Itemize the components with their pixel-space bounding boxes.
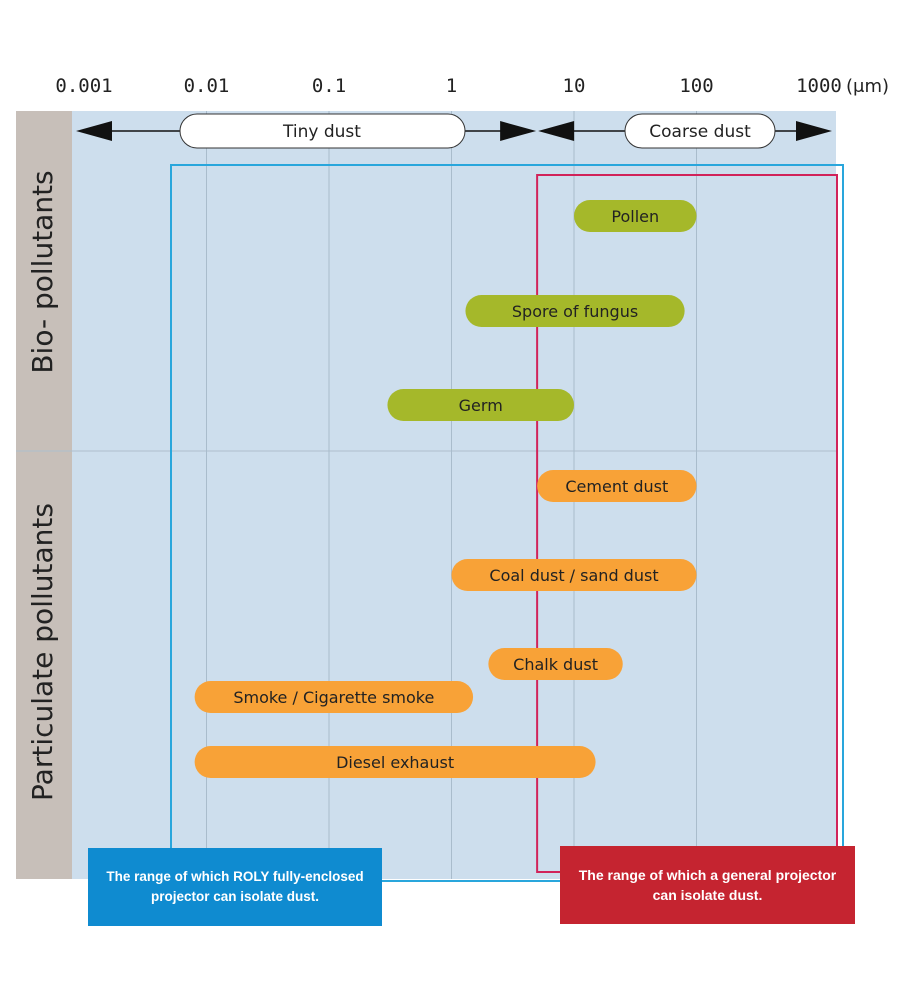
boundary-arrowhead-left <box>500 121 537 141</box>
bar-label: Chalk dust <box>513 655 598 674</box>
bar-label: Smoke / Cigarette smoke <box>233 688 434 707</box>
bar-chalk-dust <box>488 648 623 680</box>
bar-label: Cement dust <box>565 477 668 496</box>
group-label: Bio- pollutants <box>26 170 59 373</box>
boundary-arrowhead-right <box>538 121 575 141</box>
x-tick-label: 10 <box>563 75 586 97</box>
x-tick-label: 0.001 <box>55 75 112 97</box>
x-axis-ticks: 0.001 0.01 0.1 1 10 100 1000 (μm) <box>55 75 889 97</box>
group-label: Particulate pollutants <box>26 503 59 801</box>
bar-diesel-exhaust <box>194 746 596 778</box>
tiny-dust-pill <box>179 113 466 149</box>
bar-label: Coal dust / sand dust <box>489 566 658 585</box>
x-tick-label: 1000 <box>796 75 842 97</box>
x-tick-label: 0.01 <box>184 75 230 97</box>
left-arrowhead <box>76 121 112 141</box>
bar-germ <box>387 389 574 421</box>
bar-label: Spore of fungus <box>512 302 638 321</box>
x-tick-label: 100 <box>679 75 713 97</box>
bar-spore-of-fungus <box>465 295 685 327</box>
tiny-dust-label: Tiny dust <box>282 122 361 142</box>
bar-label: Germ <box>459 396 503 415</box>
x-unit-label: (μm) <box>846 76 889 97</box>
right-arrowhead <box>796 121 832 141</box>
bar-pollen <box>574 200 697 232</box>
roly-range-note: The range of which ROLY fully-enclosed p… <box>88 848 382 926</box>
general-range-note: The range of which a general projector c… <box>560 846 855 924</box>
bar-label: Diesel exhaust <box>336 753 454 772</box>
coarse-dust-pill <box>624 113 776 149</box>
bar-coal-dust-sand-dust <box>451 559 697 591</box>
bar-smoke-cigarette-smoke <box>194 681 474 713</box>
pollutant-bars: Pollen Spore of fungus Germ Cement dust Coal… <box>194 200 697 778</box>
x-tick-label: 0.1 <box>312 75 346 97</box>
group-labels: Bio- pollutants Particulate pollutants <box>26 170 59 801</box>
dust-size-ranges: Tiny dust Coarse dust <box>76 113 832 149</box>
bar-cement-dust <box>537 470 697 502</box>
roly-range-outline <box>170 164 844 882</box>
bar-label: Pollen <box>611 207 659 226</box>
x-tick-label: 1 <box>446 75 457 97</box>
group-label-strip <box>16 111 72 879</box>
coarse-dust-label: Coarse dust <box>649 122 751 142</box>
